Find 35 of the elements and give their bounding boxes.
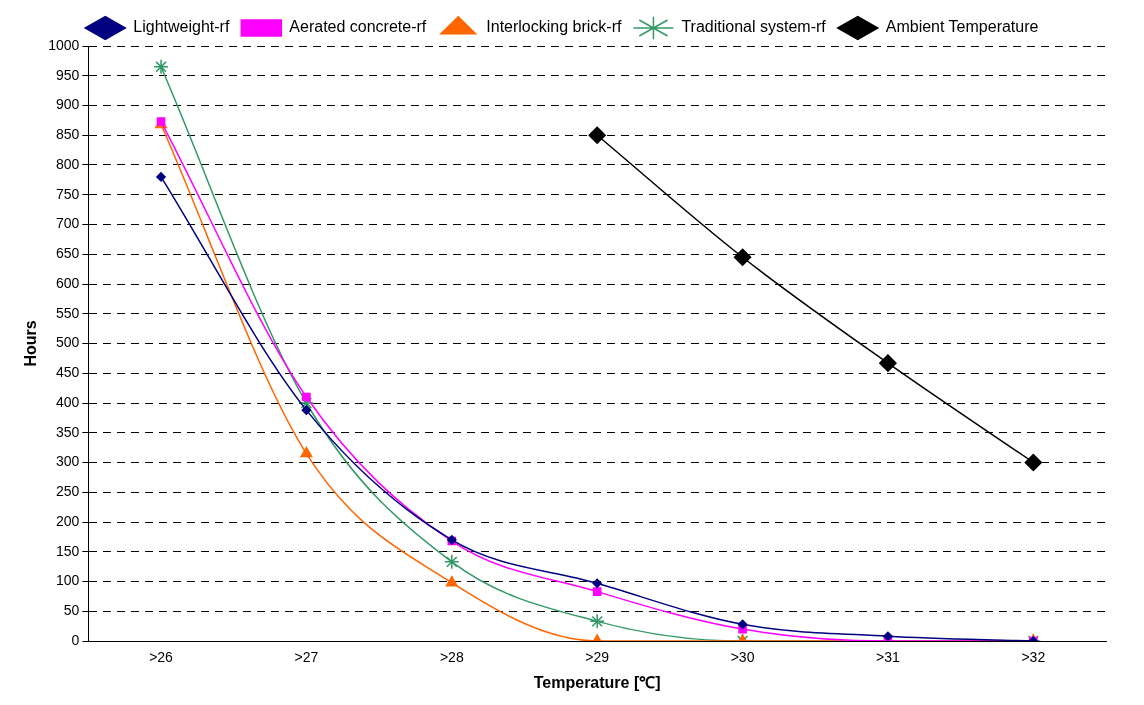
y-tick-label: 450 xyxy=(55,364,80,381)
y-tick-label: 950 xyxy=(55,66,80,83)
y-tick-label: 150 xyxy=(55,542,80,559)
y-tick-label: 400 xyxy=(55,393,80,410)
x-tick-label: >31 xyxy=(876,649,901,666)
y-tick-label: 550 xyxy=(55,304,80,321)
x-tick-label: >29 xyxy=(585,649,610,666)
x-tick-label: >32 xyxy=(1021,649,1046,666)
y-axis-title: Hours xyxy=(22,320,40,367)
x-tick-label: >26 xyxy=(149,649,174,666)
y-tick-label: 850 xyxy=(55,126,80,143)
y-tick-label: 600 xyxy=(55,274,80,291)
y-tick-label: 900 xyxy=(55,96,80,113)
y-tick-label: 0 xyxy=(71,631,80,648)
y-tick-label: 100 xyxy=(55,572,80,589)
legend-label: Aerated concrete-rf xyxy=(289,18,427,36)
y-tick-label: 300 xyxy=(55,453,80,470)
x-tick-label: >30 xyxy=(730,649,755,666)
legend-label: Ambient Temperature xyxy=(885,18,1039,36)
y-tick-label: 200 xyxy=(55,512,80,529)
y-tick-label: 350 xyxy=(55,423,80,440)
y-tick-label: 650 xyxy=(55,245,80,262)
y-tick-label: 500 xyxy=(55,334,80,351)
legend-label: Interlocking brick-rf xyxy=(486,18,622,36)
legend-label: Traditional system-rf xyxy=(681,18,827,36)
y-tick-label: 1000 xyxy=(48,36,80,53)
x-axis-title: Temperature [℃] xyxy=(533,673,661,691)
x-tick-label: >28 xyxy=(439,649,464,666)
y-tick-label: 50 xyxy=(63,602,80,619)
x-tick-label: >27 xyxy=(294,649,319,666)
y-tick-label: 700 xyxy=(55,215,80,232)
y-tick-label: 750 xyxy=(55,185,80,202)
y-tick-label: 800 xyxy=(55,155,80,172)
y-tick-label: 250 xyxy=(55,483,80,500)
legend-label: Lightweight-rf xyxy=(133,18,230,36)
